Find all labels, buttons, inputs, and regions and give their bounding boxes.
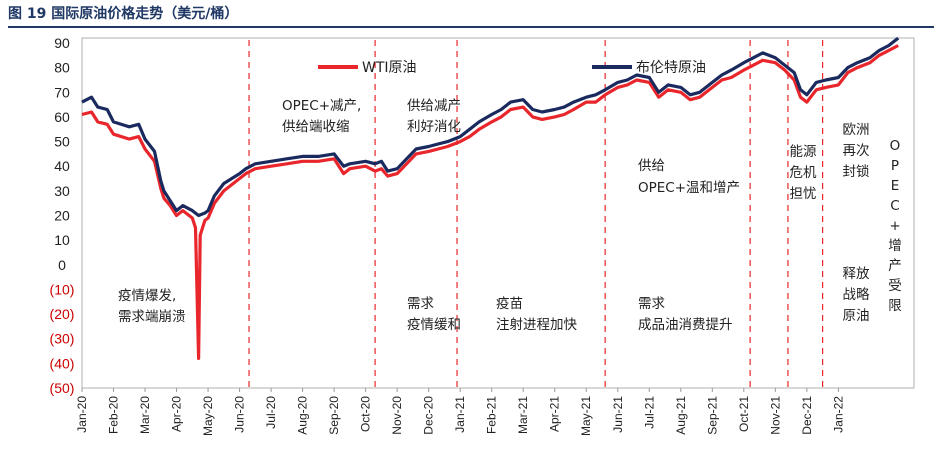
wti-price-line: [81, 44, 899, 360]
x-tick-label: Jun-21: [611, 396, 625, 433]
x-tick-label: Mar-21: [516, 396, 530, 434]
x-tick-label: Apr-20: [170, 396, 184, 432]
annotation-line: 供给减产: [407, 98, 461, 114]
y-tick-label: 40: [54, 158, 70, 174]
annotation-line: 成品油消费提升: [638, 317, 733, 333]
annotation-line: 再次: [843, 143, 870, 159]
annotation-line: 供给端收缩: [282, 119, 350, 135]
y-tick-label: 50: [54, 134, 70, 150]
annotation-text: 供给减产利好消化: [407, 98, 461, 135]
annotation-text: 欧洲再次封锁: [843, 122, 870, 180]
legend-brent-label: 布伦特原油: [636, 60, 706, 76]
figure-title: 图 19 国际原油价格走势（美元/桶）: [8, 6, 239, 22]
legend-wti-label: WTI原油: [362, 60, 417, 76]
y-tick-label: 60: [54, 109, 70, 125]
annotation-text: OPEC+减产, 供给端收缩: [282, 98, 361, 135]
annotation-line: 注射进程加快: [496, 317, 577, 333]
annotation-text: 供给 OPEC+温和增产: [638, 158, 740, 196]
annotation-line: OPEC+温和增产: [638, 180, 740, 196]
annotation-text: 疫情爆发, 需求端崩溃: [118, 288, 186, 325]
brent-price-line: [81, 36, 900, 218]
annotation-line: 疫情爆发,: [118, 288, 176, 304]
annotation-line: 封锁: [843, 164, 870, 180]
x-tick-label: Aug-21: [674, 396, 688, 435]
y-tick-label: (20): [50, 306, 75, 322]
annotation-text: 疫苗注射进程加快: [496, 296, 577, 333]
y-tick-label: (40): [50, 355, 75, 371]
y-tick-label: (30): [50, 331, 75, 347]
y-tick-label: 10: [54, 232, 70, 248]
annotation-line: 欧洲: [843, 122, 870, 138]
annotation-line: 利好消化: [407, 119, 461, 135]
annotation-line: 受: [888, 278, 902, 294]
annotation-text: 需求疫情缓和: [407, 296, 461, 333]
x-tick-label: Aug-20: [296, 396, 310, 435]
annotation-line: +: [889, 218, 900, 234]
x-tick-label: May-20: [201, 396, 215, 436]
annotation-line: O: [890, 138, 901, 154]
y-tick-label: 30: [54, 183, 70, 199]
annotation-line: E: [891, 178, 900, 194]
annotation-line: 产: [888, 258, 902, 274]
x-tick-label: Mar-20: [138, 396, 152, 434]
x-tick-label: Oct-20: [359, 396, 373, 432]
annotation-line: 危机: [790, 165, 818, 181]
annotation-line: 疫情缓和: [407, 317, 461, 333]
x-tick-label: Nov-21: [768, 396, 782, 435]
annotation-text: 释放战略原油: [843, 266, 871, 324]
x-tick-label: Sep-21: [705, 396, 719, 435]
annotation-line: 需求端崩溃: [118, 309, 186, 325]
x-tick-label: Jan-21: [453, 396, 467, 433]
annotation-line: P: [891, 158, 899, 174]
annotation-line: 增: [888, 238, 902, 254]
x-tick-label: Jan-20: [75, 396, 89, 433]
y-tick-label: (10): [50, 281, 75, 297]
annotation-text: 需求成品油消费提升: [638, 296, 733, 333]
y-tick-label: 90: [54, 35, 70, 51]
annotation-line: 战略: [843, 287, 871, 303]
y-tick-label: (50): [50, 380, 75, 396]
annotation-line: C: [890, 198, 899, 214]
annotation-line: 担忧: [790, 186, 817, 202]
x-tick-label: Apr-21: [548, 396, 562, 432]
annotation-text: 能源危机担忧: [790, 144, 818, 202]
x-tick-label: Nov-20: [390, 396, 404, 435]
annotation-line: 需求: [407, 296, 434, 312]
annotation-line: 释放: [843, 266, 871, 282]
y-tick-label: 0: [58, 257, 66, 273]
annotation-line: 原油: [843, 308, 870, 324]
x-tick-label: Jan-22: [831, 396, 845, 433]
plot-frame: [81, 37, 915, 389]
y-tick-label: 70: [54, 84, 70, 100]
x-tick-label: Feb-21: [485, 396, 499, 434]
x-tick-label: Oct-21: [737, 396, 751, 432]
annotation-text: O P E C + 增产受限: [888, 138, 902, 314]
x-tick-label: Jun-20: [233, 396, 247, 433]
annotation-line: 限: [888, 298, 902, 314]
y-tick-label: 20: [54, 208, 70, 224]
annotation-line: OPEC+减产,: [282, 98, 361, 114]
x-tick-label: Dec-20: [422, 396, 436, 435]
x-tick-label: Dec-21: [800, 396, 814, 435]
y-tick-label: 80: [54, 60, 70, 76]
title-rule: [8, 26, 934, 28]
x-tick-label: Jul-20: [264, 396, 278, 429]
annotation-line: 需求: [638, 296, 666, 312]
x-tick-label: Sep-20: [327, 396, 341, 435]
x-tick-label: Jul-21: [642, 396, 656, 429]
annotation-line: 能源: [790, 144, 818, 160]
annotation-line: 疫苗: [496, 296, 523, 312]
x-tick-label: Feb-20: [107, 396, 121, 434]
annotation-line: 供给: [638, 158, 665, 174]
x-tick-label: May-21: [579, 396, 593, 436]
